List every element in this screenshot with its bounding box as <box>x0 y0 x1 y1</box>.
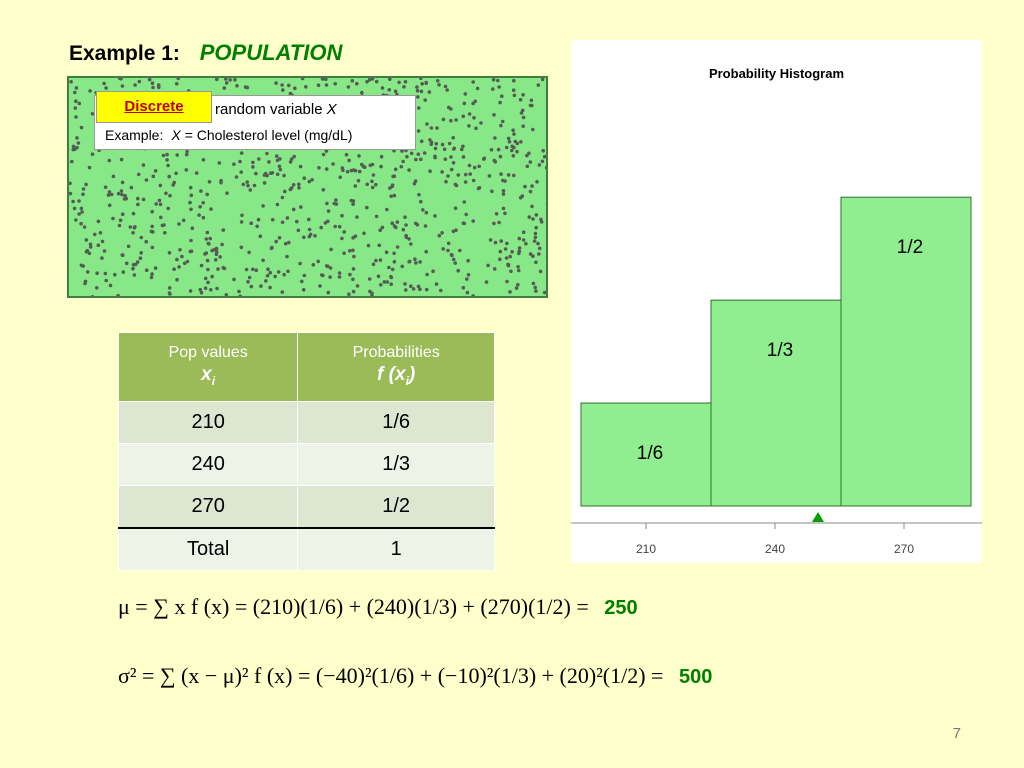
probability-histogram: Probability Histogram 1/6 1/3 1/2 210 240 270 <box>571 40 982 563</box>
table-row: 240 1/3 <box>117 443 495 486</box>
cell-x: 210 <box>117 401 299 444</box>
col1-symbol: x <box>201 364 212 386</box>
variance-formula: σ² = ∑ (x − μ)² f (x) = (−40)²(1/6) + (−… <box>118 663 712 689</box>
x-tick-label: 240 <box>765 542 785 556</box>
histogram-bar <box>840 196 972 507</box>
variance-lhs: σ² = ∑ (x − μ)² f (x) <box>118 663 293 688</box>
histogram-bar <box>580 402 712 507</box>
col1-sub: i <box>211 373 216 388</box>
total-value: 1 <box>297 527 495 571</box>
mean-lhs: μ = ∑ x f (x) <box>118 594 230 619</box>
cell-p: 1/2 <box>297 485 495 529</box>
title-population: POPULATION <box>199 40 343 65</box>
title-prefix: Example 1: <box>69 42 180 65</box>
col2-symbol-f: f <box>377 364 384 386</box>
discrete-badge: Discrete <box>96 91 212 123</box>
header-pop-values: Pop values xi <box>117 332 299 402</box>
example-text: Example: X = Cholesterol level (mg/dL) <box>105 127 352 143</box>
mean-formula: μ = ∑ x f (x) = (210)(1/6) + (240)(1/3) … <box>118 594 638 620</box>
histogram-bar <box>710 299 842 507</box>
example-symbol: X <box>171 127 181 143</box>
rv-symbol: X <box>326 101 337 118</box>
random-variable-label: random variable X <box>215 101 337 118</box>
header-probabilities: Probabilities f (xi) <box>297 332 495 402</box>
mean-result: 250 <box>604 597 638 619</box>
col2-header-label: Probabilities <box>352 344 440 362</box>
col1-header-label: Pop values <box>168 344 248 362</box>
col2-sub: i <box>405 373 409 388</box>
variance-result: 500 <box>678 666 713 688</box>
example-rest: = Cholesterol level (mg/dL) <box>184 127 353 143</box>
rv-text: random variable <box>215 101 323 118</box>
chart-title: Probability Histogram <box>709 66 844 81</box>
table-row: 210 1/6 <box>117 401 495 444</box>
cell-x: 270 <box>117 485 299 529</box>
bar-label: 1/3 <box>767 340 793 361</box>
cell-p: 1/6 <box>297 401 495 444</box>
page-number: 7 <box>952 725 961 742</box>
bar-label: 1/6 <box>637 443 663 464</box>
example-prefix: Example: <box>105 127 164 143</box>
table-row: 270 1/2 <box>117 485 495 529</box>
cell-p: 1/3 <box>297 443 495 486</box>
cell-x: 240 <box>117 443 299 486</box>
x-tick-label: 210 <box>636 542 656 556</box>
mean-rhs: = (210)(1/6) + (240)(1/3) + (270)(1/2) = <box>234 594 589 619</box>
variance-rhs: = (−40)²(1/6) + (−10)²(1/3) + (20)²(1/2)… <box>297 663 664 688</box>
bar-label: 1/2 <box>897 237 923 258</box>
col2-symbol-x: x <box>394 364 406 386</box>
table-total-row: Total 1 <box>117 527 495 571</box>
total-label: Total <box>117 527 299 571</box>
x-tick-label: 270 <box>894 542 914 556</box>
mean-marker-icon <box>812 512 824 522</box>
population-table: Pop values xi Probabilities f (xi) 210 1… <box>117 332 495 571</box>
slide-title: Example 1: POPULATION <box>69 40 342 66</box>
